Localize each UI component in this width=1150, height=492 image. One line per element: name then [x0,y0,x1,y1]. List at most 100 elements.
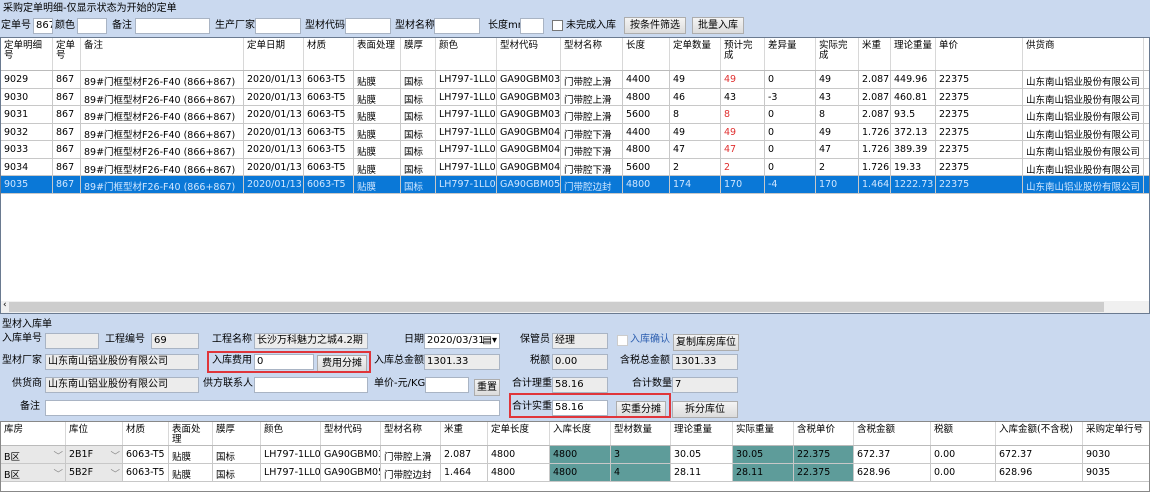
table-cell[interactable]: 9030 [1083,446,1149,463]
column-header[interactable]: 表面处理 [354,38,401,70]
table-cell[interactable]: 4400 [623,123,670,140]
column-header[interactable]: 型材数量 [611,422,671,445]
table-cell[interactable]: 49 [670,123,721,140]
table-cell[interactable]: 867 [53,106,81,123]
column-header[interactable]: 供货商 [1023,38,1144,70]
table-row[interactable]: 9029 867 89#门框型材F26-F40 (866+867) 2020/01/1… [1,71,1149,89]
table-cell[interactable]: 0.00 [931,446,996,463]
table-cell[interactable]: 4800 [623,141,670,158]
column-header[interactable]: 单价 [936,38,1023,70]
table-cell[interactable]: 国标 [401,71,436,88]
table-cell[interactable]: 2 [721,158,765,175]
column-header[interactable]: 定单数量 [670,38,721,70]
code-input[interactable] [345,18,391,34]
table-cell[interactable]: 门带腔上滑 [561,71,623,88]
table-cell[interactable]: 49 [721,123,765,140]
table-cell[interactable]: 449.96 [891,71,936,88]
table-cell[interactable]: 国标 [213,446,261,463]
table-cell[interactable]: 2020/01/13 [244,71,304,88]
confirm-checkbox[interactable] [617,335,628,346]
table-cell[interactable]: 山东南山铝业股份有限公司 [1023,123,1144,140]
table-cell[interactable]: 山东南山铝业股份有限公司 [1023,176,1144,193]
column-header[interactable]: 入库长度 [550,422,611,445]
table-cell[interactable]: 9035 [1,176,53,193]
table-cell[interactable]: 2.087 [441,446,488,463]
table-cell[interactable]: 贴膜 [354,141,401,158]
table-cell[interactable]: GA90GBM03 [497,106,561,123]
table-cell[interactable]: 9032 [1,123,53,140]
table-cell[interactable]: 国标 [401,106,436,123]
table-cell[interactable]: 4400 [623,71,670,88]
table-cell[interactable]: 国标 [213,464,261,481]
table-cell[interactable]: 2020/01/13 [244,158,304,175]
table-cell[interactable]: 0 [765,141,816,158]
table-cell[interactable]: 28.11 [733,464,794,481]
column-header[interactable]: 膜厚 [401,38,436,70]
table-cell[interactable]: LH797-1LL0 [436,176,497,193]
table-row[interactable]: 9035 867 89#门框型材F26-F40 (866+867) 2020/01/1… [1,176,1149,194]
table-cell[interactable]: 2020/01/13 [244,106,304,123]
tax-input[interactable]: 0.00 [552,354,608,370]
chevron-down-icon[interactable]: ﹀ [110,451,120,462]
copy-location-button[interactable]: 复制库房库位 [673,334,739,351]
table-cell[interactable]: GA90GBM04 [497,123,561,140]
column-header[interactable]: 定单长度 [488,422,550,445]
table-cell[interactable]: -3 [765,88,816,105]
table-cell[interactable]: 1.464 [441,464,488,481]
table-cell[interactable]: 628.96 [996,464,1083,481]
table-cell[interactable]: 0 [765,106,816,123]
table-cell[interactable]: 贴膜 [354,71,401,88]
table-cell[interactable]: 8 [721,106,765,123]
table-cell[interactable]: 867 [53,176,81,193]
table-cell[interactable]: 8 [816,106,859,123]
table-cell[interactable]: 22375 [936,106,1023,123]
remark-input[interactable] [135,18,210,34]
column-header[interactable]: 含税单价 [794,422,854,445]
table-cell[interactable]: 山东南山铝业股份有限公司 [1023,88,1144,105]
horizontal-scrollbar[interactable]: ‹ [1,300,1149,313]
keeper-input[interactable]: 经理 [552,333,608,349]
table-cell[interactable]: 2.087 [859,88,891,105]
scroll-left-icon[interactable]: ‹ [3,300,7,310]
table-cell[interactable]: 867 [53,88,81,105]
table-cell[interactable]: 1222.73 [891,176,936,193]
table-cell[interactable]: 89#门框型材F26-F40 (866+867) [81,176,244,193]
table-cell[interactable]: 门带腔上滑 [381,446,441,463]
table-row[interactable]: B区 ﹀ 5B2F ﹀ 6063-T5 贴膜 国标 LH797-1LL0 GA90GBM05 门带… [1,464,1149,482]
table-cell[interactable]: 22375 [936,123,1023,140]
table-cell[interactable]: 89#门框型材F26-F40 (866+867) [81,141,244,158]
order-detail-grid[interactable]: 定单明细号 定单号 备注 定单日期 材质 表面处理 膜厚 颜色 型材代码 型材名称 长度 定单数量 预计… [0,37,1150,314]
table-cell[interactable]: GA90GBM05 [497,176,561,193]
table-cell[interactable]: LH797-1LL0 [436,88,497,105]
table-cell[interactable]: 2020/01/13 [244,141,304,158]
color-input[interactable] [77,18,107,34]
table-cell[interactable]: 9030 [1,88,53,105]
table-cell[interactable]: 门带腔边封 [561,176,623,193]
table-cell[interactable]: 89#门框型材F26-F40 (866+867) [81,158,244,175]
table-row[interactable]: 9034 867 89#门框型材F26-F40 (866+867) 2020/01/1… [1,158,1149,176]
table-cell[interactable]: 6063-T5 [304,158,354,175]
table-cell[interactable]: 170 [721,176,765,193]
table-cell[interactable]: LH797-1LL0 [436,106,497,123]
table-cell[interactable]: 22375 [936,158,1023,175]
table-cell[interactable]: 867 [53,71,81,88]
table-cell[interactable]: 9029 [1,71,53,88]
table-row[interactable]: 9033 867 89#门框型材F26-F40 (866+867) 2020/01/1… [1,141,1149,159]
table-cell[interactable]: 89#门框型材F26-F40 (866+867) [81,106,244,123]
column-header[interactable]: 膜厚 [213,422,261,445]
chevron-down-icon[interactable]: ﹀ [53,451,63,462]
date-picker[interactable]: 2020/03/31 ▤▾ [424,333,500,349]
table-cell[interactable]: 5600 [623,106,670,123]
table-row[interactable]: 9032 867 89#门框型材F26-F40 (866+867) 2020/01/1… [1,123,1149,141]
table-cell[interactable]: 2020/01/13 [244,88,304,105]
table-cell[interactable]: LH797-1LL0 [436,71,497,88]
table-cell[interactable]: LH797-1LL0 [261,464,321,481]
reset-button[interactable]: 重置 [474,379,500,396]
table-cell[interactable]: LH797-1LL0 [436,141,497,158]
table-cell[interactable]: 4800 [550,446,611,463]
column-header[interactable]: 理论重量 [671,422,733,445]
column-header[interactable]: 预计完成 [721,38,765,70]
table-cell[interactable]: 贴膜 [169,446,213,463]
order-no-input[interactable]: 867 [33,18,53,34]
calendar-dropdown-icon[interactable]: ▤▾ [482,335,497,346]
